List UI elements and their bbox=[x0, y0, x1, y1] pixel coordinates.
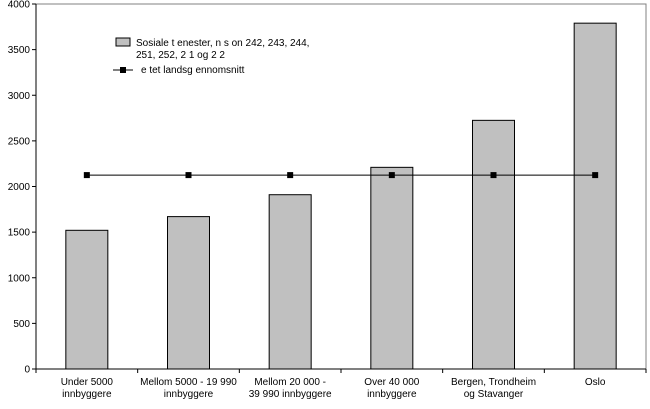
y-tick-label: 500 bbox=[13, 319, 30, 330]
y-tick-label: 3000 bbox=[8, 91, 31, 102]
legend-label-line-line: e tet landsg ennomsnitt bbox=[141, 65, 245, 76]
bar bbox=[65, 229, 109, 370]
x-tick-label: Mellom 5000 - 19 990 innbyggere bbox=[140, 377, 237, 400]
x-tick-label-line: 39 990 innbyggere bbox=[249, 389, 332, 400]
plot-area bbox=[35, 3, 647, 370]
y-tick-label: 2000 bbox=[8, 182, 31, 193]
y-axis: 0 500 1000 1500 2000 2500 3000 3500 4000 bbox=[8, 0, 37, 376]
x-tick-label-line: Mellom 20 000 - bbox=[254, 377, 326, 388]
x-tick-label-line: Mellom 5000 - 19 990 bbox=[140, 377, 237, 388]
line-marker bbox=[287, 172, 294, 179]
line-marker bbox=[592, 172, 599, 179]
x-tick-label-line: og Stavanger bbox=[464, 389, 524, 400]
line-marker bbox=[490, 172, 497, 179]
y-tick-label: 1500 bbox=[8, 228, 31, 239]
line-marker bbox=[83, 172, 90, 179]
x-tick-label: Mellom 20 000 -39 990 innbyggere bbox=[249, 377, 332, 400]
x-tick-label: Oslo bbox=[585, 377, 606, 388]
bar bbox=[268, 194, 312, 370]
x-tick-label-line: innbyggere bbox=[62, 389, 112, 400]
x-tick-label-line: Oslo bbox=[585, 377, 606, 388]
x-tick-label-line: innbyggere bbox=[164, 389, 214, 400]
legend-label-line: e tet landsg ennomsnitt bbox=[141, 65, 245, 76]
x-tick-label-line: Bergen, Trondheim bbox=[451, 377, 536, 388]
x-tick-label: Bergen, Trondheim og Stavanger bbox=[451, 377, 536, 400]
x-tick-label: Over 40 000 innbyggere bbox=[364, 377, 419, 400]
y-tick-label: 2500 bbox=[8, 136, 31, 147]
x-tick-label-line: Over 40 000 bbox=[364, 377, 419, 388]
bar bbox=[167, 216, 210, 370]
bar bbox=[573, 22, 617, 370]
legend-swatch-bars bbox=[115, 37, 131, 47]
y-tick-label: 4000 bbox=[8, 0, 31, 11]
legend-swatch-marker bbox=[120, 67, 126, 73]
bar bbox=[370, 166, 414, 370]
x-tick-label-line: innbyggere bbox=[367, 389, 417, 400]
line-marker bbox=[185, 172, 192, 179]
x-tick-label: Under 5000 innbyggere bbox=[61, 377, 114, 400]
line-marker bbox=[388, 172, 395, 179]
x-tick-label-line: Under 5000 bbox=[61, 377, 114, 388]
legend-label-bars-line: Sosiale t enester, n s on 242, 243, 244, bbox=[136, 38, 309, 49]
y-tick-label: 0 bbox=[24, 365, 30, 376]
line-series bbox=[83, 172, 599, 179]
legend-label-bars-line: 251, 252, 2 1 og 2 2 bbox=[136, 50, 225, 61]
legend: Sosiale t enester, n s on 242, 243, 244,… bbox=[113, 37, 309, 76]
y-tick-label: 1000 bbox=[8, 273, 31, 284]
bar bbox=[472, 119, 515, 370]
y-tick-label: 3500 bbox=[8, 45, 31, 56]
legend-label-bars: Sosiale t enester, n s on 242, 243, 244,… bbox=[136, 38, 309, 61]
